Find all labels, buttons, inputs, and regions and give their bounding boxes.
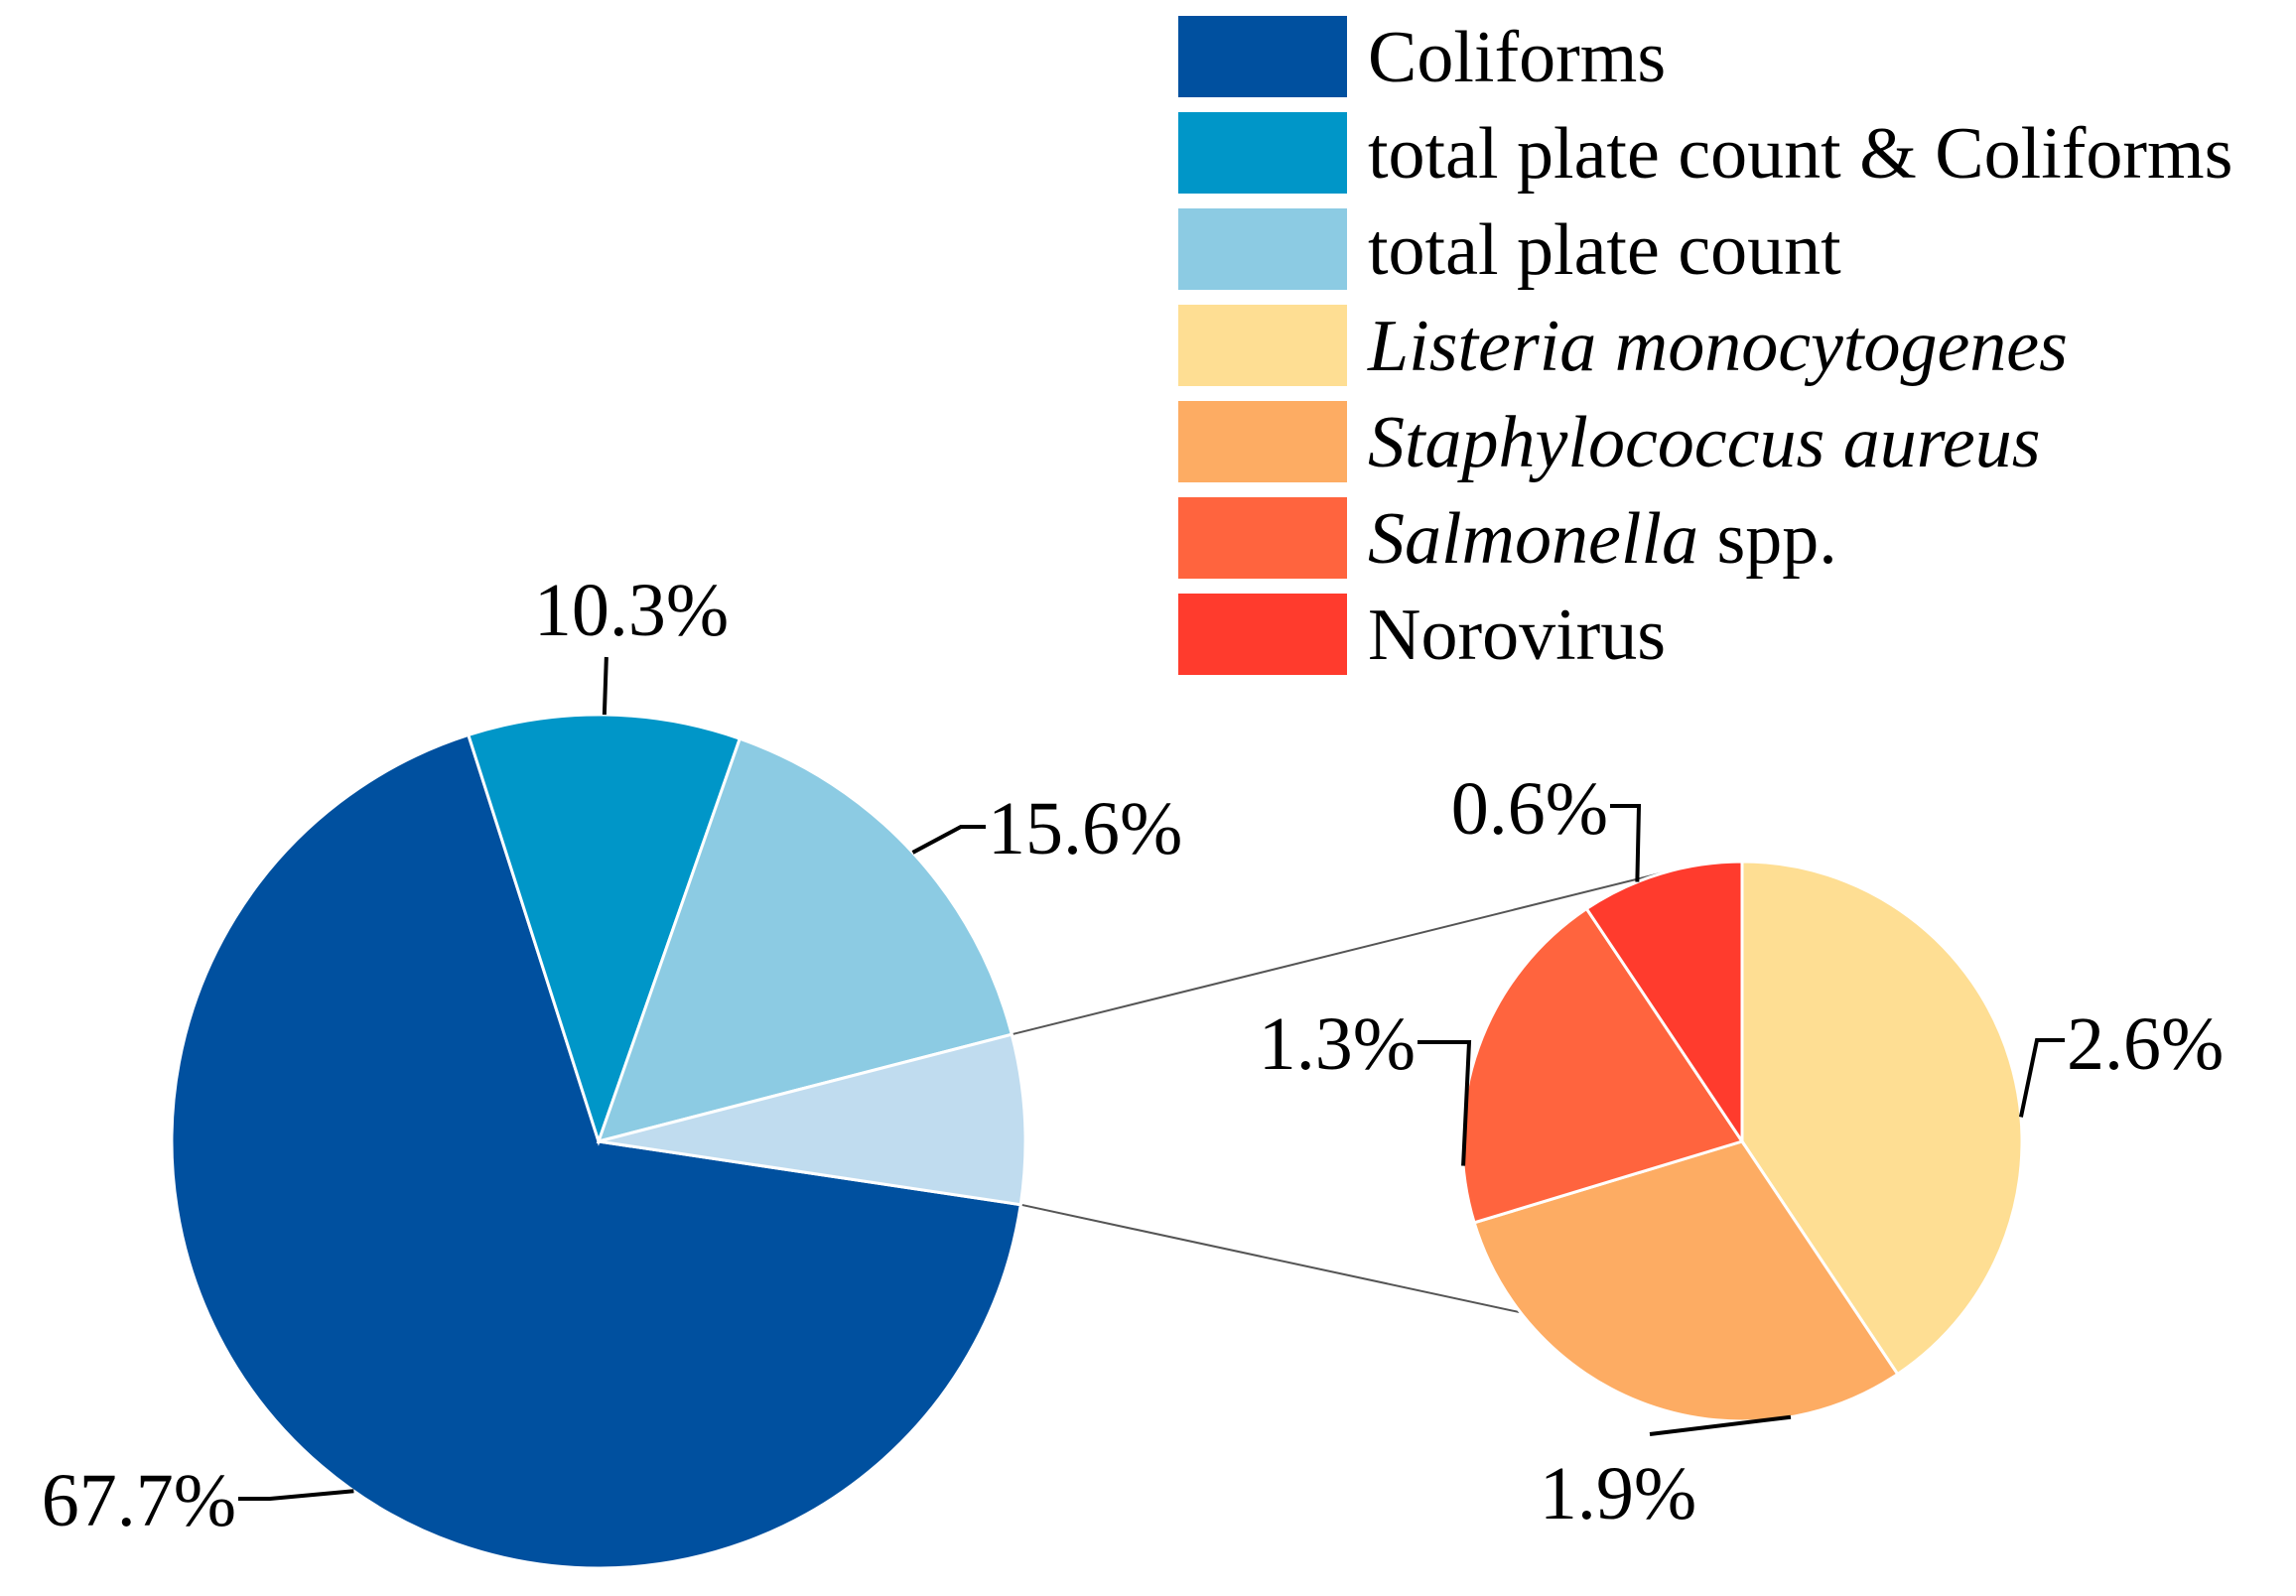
legend-entry: Coliforms — [1178, 16, 1666, 98]
main-slice-total-plate-count — [596, 736, 1014, 1144]
secondary-slice-salmonella-spp — [1460, 906, 1745, 1225]
legend-label: Staphylococcus aureus — [1368, 402, 2041, 483]
leader-line-norovirus — [1610, 804, 1642, 882]
data-label-total-plate-count-coliforms: 10.3% — [534, 569, 729, 652]
data-label-coliforms: 67.7% — [42, 1459, 236, 1542]
slice-labels: 10.3% 15.6% 67.7% 2.6% 1.9% 1.3% 0.6% — [42, 569, 2225, 1542]
data-label-total-plate-count: 15.6% — [988, 787, 1182, 870]
legend: Coliforms total plate count & Coliforms to… — [1178, 16, 2232, 676]
leader-line-listeria-monocytogenes — [2018, 1038, 2065, 1118]
main-slice-total-plate-count-coliforms — [466, 713, 743, 1146]
leader-line-total-plate-count-coliforms — [602, 656, 608, 716]
legend-swatch — [1178, 305, 1347, 386]
legend-label: Salmonella spp. — [1368, 498, 1837, 580]
legend-swatch — [1178, 16, 1347, 97]
secondary-slice-norovirus — [1584, 860, 1744, 1146]
legend-swatch — [1178, 497, 1347, 579]
data-label-salmonella-spp: 1.3% — [1259, 1002, 1416, 1086]
leader-line-salmonella-spp — [1418, 1040, 1472, 1166]
leader-line-coliforms — [238, 1489, 354, 1501]
legend-swatch — [1178, 112, 1347, 194]
legend-label: total plate count & Coliforms — [1368, 113, 2232, 195]
secondary-pie — [1460, 860, 2024, 1423]
leader-line-total-plate-count — [911, 825, 986, 855]
secondary-slice-staphylococcus-aureus — [1472, 1139, 1900, 1423]
legend-entry: total plate count — [1178, 208, 1841, 291]
legend-swatch — [1178, 208, 1347, 290]
legend-swatch — [1178, 401, 1347, 482]
data-label-staphylococcus-aureus: 1.9% — [1540, 1452, 1696, 1535]
legend-entry: Staphylococcus aureus — [1178, 401, 2041, 483]
legend-label: Coliforms — [1368, 17, 1666, 98]
data-label-listeria-monocytogenes: 2.6% — [2067, 1002, 2224, 1086]
legend-label: Listeria monocytogenes — [1367, 306, 2068, 387]
legend-swatch — [1178, 594, 1347, 675]
data-label-norovirus: 0.6% — [1451, 767, 1608, 851]
legend-entry: Listeria monocytogenes — [1178, 305, 2068, 387]
main-pie — [170, 713, 1027, 1570]
legend-entry: total plate count & Coliforms — [1178, 112, 2232, 195]
connector-line-top — [1012, 867, 1680, 1036]
main-slice-other-detailed-in-secondary-pie — [598, 1032, 1027, 1207]
main-slice-coliforms — [170, 732, 1022, 1570]
legend-label: Norovirus — [1368, 595, 1666, 676]
legend-entry: Salmonella spp. — [1178, 497, 1837, 580]
legend-entry: Norovirus — [1178, 594, 1666, 676]
leader-line-staphylococcus-aureus — [1649, 1414, 1792, 1436]
legend-label: total plate count — [1368, 209, 1841, 291]
